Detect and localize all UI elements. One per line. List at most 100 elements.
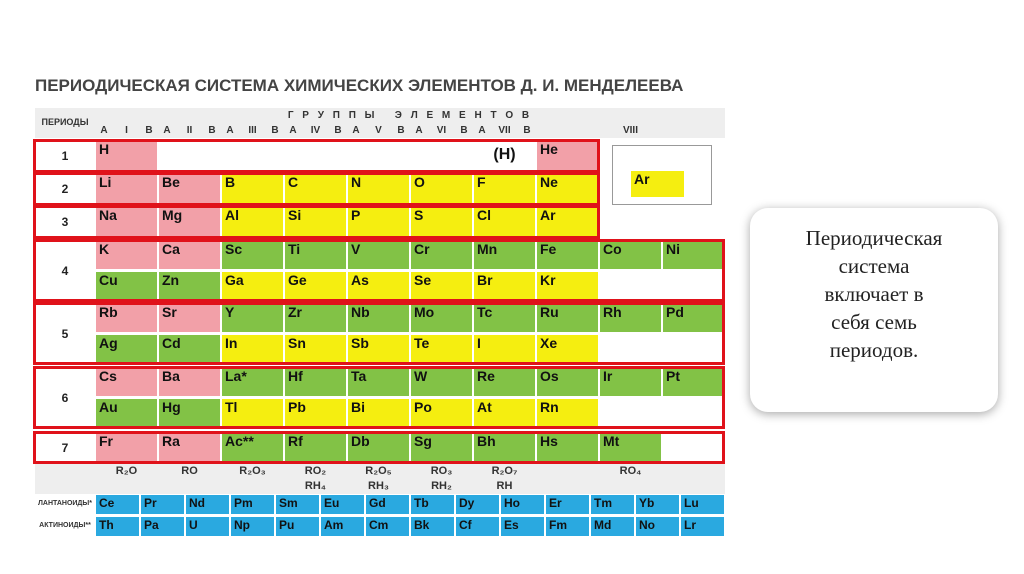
element-cell: Pt — [662, 367, 725, 397]
element-cell: Ar — [536, 206, 599, 238]
period-label: 7 — [61, 440, 69, 455]
subgroup-b: B — [271, 125, 279, 136]
element-cell: Lr — [680, 516, 725, 537]
element-cell: B — [221, 173, 284, 205]
element-cell: Ac** — [221, 432, 284, 463]
period-outline — [33, 205, 600, 239]
element-cell: Kr — [536, 271, 599, 301]
element-cell: Ga — [221, 271, 284, 301]
oxide-row-bg — [35, 464, 725, 494]
element-cell: Ta — [347, 367, 410, 397]
element-cell: Zn — [158, 271, 221, 301]
subgroup-b: B — [460, 125, 468, 136]
element-cell: Yb — [635, 494, 680, 515]
callout-line: включает в — [824, 282, 924, 306]
oxide-formula: R₂O₇ — [491, 465, 518, 477]
subgroup-b: B — [145, 125, 153, 136]
group-numeral: IV — [310, 125, 321, 136]
element-cell: Se — [410, 271, 473, 301]
period-label: 6 — [61, 390, 69, 405]
element-cell: Cm — [365, 516, 410, 537]
header-bg — [35, 108, 725, 138]
element-cell: Na — [95, 206, 158, 238]
element-cell: Mn — [473, 240, 536, 270]
element-cell: Cd — [158, 334, 221, 364]
element-cell: Eu — [320, 494, 365, 515]
hydride-formula: RH₃ — [368, 480, 389, 492]
element-cell: Mo — [410, 303, 473, 333]
group-numeral: VII — [498, 125, 511, 136]
hydride-formula: RH₂ — [431, 480, 452, 492]
element-cell: Tm — [590, 494, 635, 515]
group-numeral: V — [375, 125, 382, 136]
series-label: АКТИНОИДЫ** — [39, 522, 91, 529]
group-numeral: III — [248, 125, 257, 136]
element-cell: Re — [473, 367, 536, 397]
period-outline — [33, 366, 725, 429]
periods-label: ПЕРИОДЫ — [41, 117, 89, 127]
subgroup-b: B — [397, 125, 405, 136]
callout-line: себя семь — [831, 310, 917, 334]
element-cell: No — [635, 516, 680, 537]
element-cell: Dy — [455, 494, 500, 515]
subgroup-b: B — [334, 125, 342, 136]
element-cell: Np — [230, 516, 275, 537]
period-outline — [33, 139, 600, 173]
oxide-formula: R₂O₃ — [239, 465, 266, 477]
period-outline — [33, 302, 725, 365]
element-cell: Am — [320, 516, 365, 537]
period-outline — [33, 431, 725, 464]
element-cell: Pa — [140, 516, 185, 537]
element-cell: Cf — [455, 516, 500, 537]
period-label: 1 — [61, 149, 69, 163]
element-cell: Cr — [410, 240, 473, 270]
group-numeral: I — [125, 125, 128, 136]
group-numeral: VIII — [622, 125, 638, 136]
element-cell: Pu — [275, 516, 320, 537]
callout-line: система — [838, 254, 910, 278]
element-cell: Ge — [284, 271, 347, 301]
element-cell: Y — [221, 303, 284, 333]
subgroup-a: A — [415, 125, 423, 136]
period-outline — [33, 239, 725, 302]
element-cell: Sn — [284, 334, 347, 364]
element-cell: K — [95, 240, 158, 270]
element-cell: Ce — [95, 494, 140, 515]
element-cell: Rf — [284, 432, 347, 463]
subgroup-a: A — [289, 125, 297, 136]
element-cell: Xe — [536, 334, 599, 364]
element-cell: Pr — [140, 494, 185, 515]
element-cell: He — [536, 140, 599, 172]
element-cell: Rb — [95, 303, 158, 333]
oxide-formula: R₂O₅ — [365, 465, 392, 477]
element-cell: Te — [410, 334, 473, 364]
period-label: 2 — [61, 182, 69, 196]
subgroup-a: A — [163, 125, 171, 136]
element-cell: Fe — [536, 240, 599, 270]
element-cell: Lu — [680, 494, 725, 515]
element-cell: Gd — [365, 494, 410, 515]
oxide-formula: RO₂ — [304, 465, 327, 477]
group-numeral: II — [186, 125, 193, 136]
element-cell: Pd — [662, 303, 725, 333]
period-outline — [33, 172, 600, 206]
element-cell: Er — [545, 494, 590, 515]
period-label: 4 — [61, 263, 69, 278]
callout: Периодическая система включает в себя семь п… — [750, 208, 998, 412]
element-cell: U — [185, 516, 230, 537]
subgroup-a: A — [100, 125, 108, 136]
subgroup-a: A — [226, 125, 234, 136]
callout-line: Периодическая — [805, 226, 943, 250]
group-numeral: VI — [436, 125, 447, 136]
element-cell: Bh — [473, 432, 536, 463]
element-cell: S — [410, 206, 473, 238]
subgroup-b: B — [523, 125, 531, 136]
element-cell: As — [347, 271, 410, 301]
element-cell: Nd — [185, 494, 230, 515]
element-cell: La* — [221, 367, 284, 397]
element-cell: Fm — [545, 516, 590, 537]
table-title: ПЕРИОДИЧЕСКАЯ СИСТЕМА ХИМИЧЕСКИХ ЭЛЕМЕНТ… — [35, 76, 684, 95]
element-cell: I — [473, 334, 536, 364]
element-cell: Pm — [230, 494, 275, 515]
